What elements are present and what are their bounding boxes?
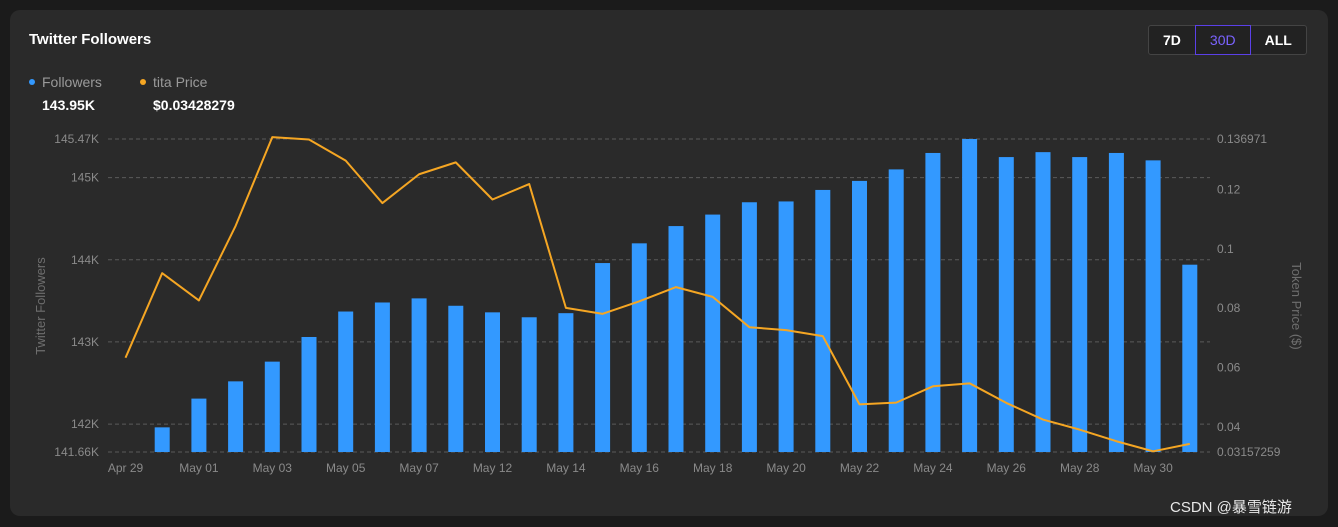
y-right-tick-label: 0.04 [1217, 420, 1241, 434]
range-all-button[interactable]: ALL [1249, 25, 1307, 55]
y-right-axis-title: Token Price ($) [1289, 262, 1304, 349]
followers-bar[interactable] [521, 317, 537, 452]
followers-bar[interactable] [154, 427, 170, 452]
x-tick-label: May 26 [987, 461, 1027, 475]
followers-bar[interactable] [191, 398, 207, 452]
followers-bar[interactable] [815, 189, 831, 452]
y-right-tick-label: 0.03157259 [1217, 445, 1281, 459]
x-tick-label: May 18 [693, 461, 733, 475]
followers-bar[interactable] [301, 336, 317, 452]
followers-bar[interactable] [998, 157, 1014, 452]
followers-bar[interactable] [1035, 152, 1051, 453]
followers-legend-value: 143.95K [42, 97, 95, 113]
range-7d-button[interactable]: 7D [1148, 25, 1196, 55]
followers-bar[interactable] [374, 302, 390, 452]
x-tick-label: May 01 [179, 461, 219, 475]
y-right-tick-label: 0.08 [1217, 301, 1241, 315]
followers-legend-label: Followers [42, 74, 102, 90]
x-tick-label: May 22 [840, 461, 880, 475]
followers-bar[interactable] [962, 139, 978, 452]
x-tick-label: May 05 [326, 461, 366, 475]
price-line [124, 136, 1190, 453]
y-left-axis-title: Twitter Followers [33, 257, 48, 355]
followers-bar[interactable] [1145, 160, 1161, 453]
followers-bar[interactable] [888, 169, 904, 452]
y-right-tick-label: 0.12 [1217, 182, 1241, 196]
y-left-tick-label: 145.47K [54, 132, 99, 146]
followers-bar[interactable] [778, 201, 794, 452]
x-tick-label: May 16 [620, 461, 660, 475]
y-left-tick-label: 145K [71, 171, 99, 185]
x-tick-label: May 24 [913, 461, 953, 475]
y-left-tick-label: 143K [71, 335, 99, 349]
y-right-tick-label: 0.1 [1217, 242, 1234, 256]
y-left-tick-label: 144K [71, 253, 99, 267]
y-right-tick-label: 0.136971 [1217, 132, 1267, 146]
legend-price: tita Price $0.03428279 [140, 74, 235, 113]
followers-bar[interactable] [631, 243, 647, 452]
followers-bar[interactable] [705, 214, 721, 452]
followers-bar[interactable] [668, 226, 684, 452]
followers-bar[interactable] [852, 180, 867, 452]
price-legend-dot [140, 79, 146, 85]
y-left-tick-label: 141.66K [54, 445, 99, 459]
legend-followers: Followers 143.95K [29, 74, 102, 113]
price-legend-label: tita Price [153, 74, 208, 90]
followers-bar[interactable] [1182, 264, 1198, 452]
followers-bar[interactable] [228, 381, 244, 452]
followers-bar[interactable] [558, 313, 574, 452]
range-30d-button[interactable]: 30D [1194, 25, 1251, 55]
y-left-tick-label: 142K [71, 417, 99, 431]
price-legend-value: $0.03428279 [153, 97, 235, 113]
x-tick-label: May 28 [1060, 461, 1100, 475]
followers-bar[interactable] [595, 263, 611, 452]
followers-bar[interactable] [1108, 152, 1124, 452]
followers-bar[interactable] [411, 298, 427, 452]
followers-bar[interactable] [485, 312, 500, 452]
followers-bar[interactable] [1072, 157, 1088, 452]
x-tick-label: May 12 [473, 461, 513, 475]
x-tick-label: May 14 [546, 461, 586, 475]
x-tick-label: May 30 [1133, 461, 1173, 475]
followers-bar[interactable] [448, 305, 464, 452]
followers-bar[interactable] [338, 311, 354, 452]
x-tick-label: May 07 [399, 461, 439, 475]
followers-bar[interactable] [925, 152, 941, 452]
y-right-tick-label: 0.06 [1217, 361, 1241, 375]
csdn-watermark: CSDN @暴雪链游 [1170, 499, 1292, 516]
x-tick-label: May 03 [253, 461, 293, 475]
chart-title: Twitter Followers [29, 31, 152, 48]
followers-bar[interactable] [264, 361, 280, 452]
time-range-selector: 7D 30D ALL [1148, 25, 1307, 55]
x-tick-label: May 20 [766, 461, 806, 475]
x-tick-label: Apr 29 [108, 461, 144, 475]
followers-legend-dot [29, 79, 35, 85]
